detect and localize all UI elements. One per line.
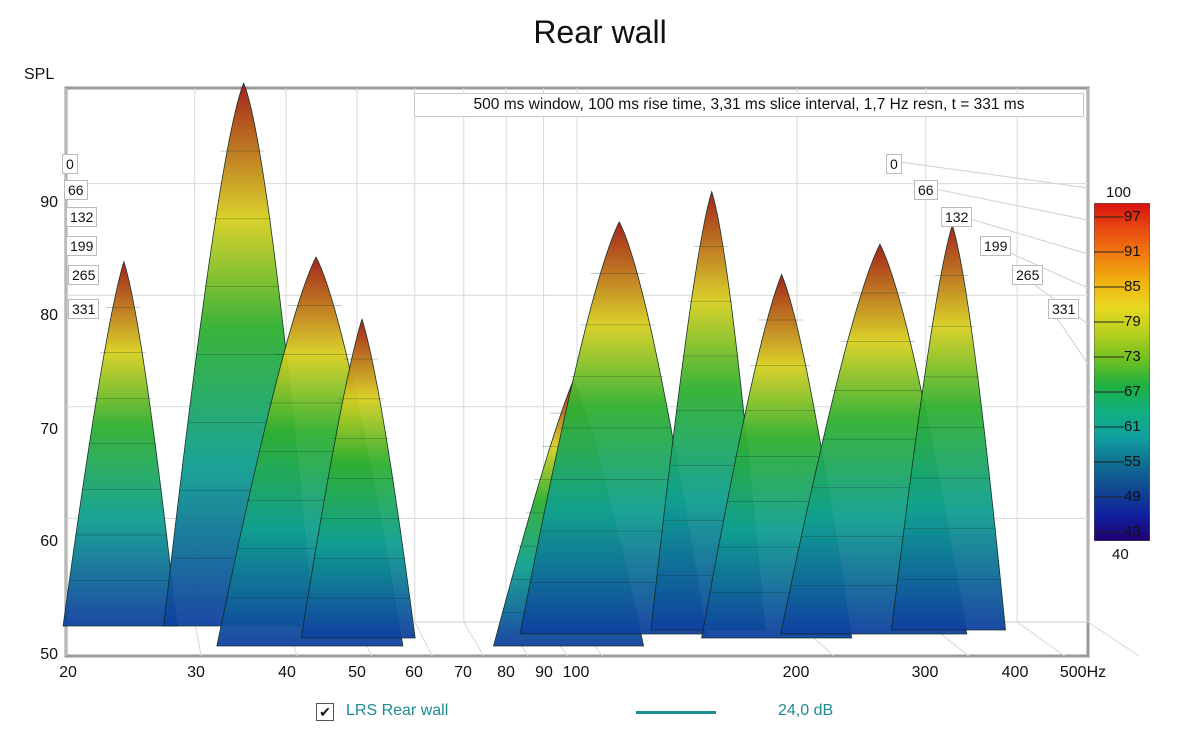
colorbar-label: 67 bbox=[1124, 383, 1141, 400]
x-tick-label: 60 bbox=[405, 664, 423, 681]
time-slice-label: 331 bbox=[68, 299, 100, 319]
colorbar-label: 100 bbox=[1106, 184, 1132, 201]
x-tick-label: 30 bbox=[187, 664, 205, 681]
x-tick-label: 40 bbox=[278, 664, 296, 681]
x-tick-label: 500Hz bbox=[1059, 664, 1107, 681]
y-axis-label: SPL bbox=[24, 66, 55, 83]
y-tick-label: 70 bbox=[40, 421, 58, 438]
time-slice-label: 132 bbox=[66, 207, 98, 227]
colorbar-label: 61 bbox=[1124, 418, 1141, 435]
colorbar-label: 55 bbox=[1124, 453, 1141, 470]
legend-line-swatch bbox=[636, 711, 716, 714]
x-tick-label: 80 bbox=[497, 664, 515, 681]
colorbar-label: 79 bbox=[1124, 313, 1141, 330]
x-tick-label: 300 bbox=[911, 664, 939, 681]
time-slice-label: 132 bbox=[941, 207, 973, 227]
y-tick-label: 80 bbox=[40, 307, 58, 324]
time-slice-label: 331 bbox=[1048, 299, 1080, 319]
time-slice-label: 265 bbox=[1012, 265, 1044, 285]
time-slice-label: 199 bbox=[66, 236, 98, 256]
info-text: 500 ms window, 100 ms rise time, 3,31 ms… bbox=[414, 93, 1084, 117]
legend-checkbox[interactable]: ✔ bbox=[316, 703, 334, 721]
colorbar-label: 40 bbox=[1112, 546, 1129, 563]
time-slice-label: 66 bbox=[64, 180, 88, 200]
colorbar-label: 49 bbox=[1124, 488, 1141, 505]
legend-series-name[interactable]: LRS Rear wall bbox=[346, 702, 449, 719]
colorbar-label: 97 bbox=[1124, 208, 1141, 225]
legend-value: 24,0 dB bbox=[778, 702, 834, 719]
time-slice-label: 265 bbox=[68, 265, 100, 285]
x-tick-label: 200 bbox=[782, 664, 810, 681]
colorbar bbox=[1094, 203, 1150, 541]
y-tick-label: 90 bbox=[40, 194, 58, 211]
x-tick-label: 20 bbox=[59, 664, 77, 681]
y-tick-label: 50 bbox=[40, 646, 58, 663]
colorbar-label: 85 bbox=[1124, 278, 1141, 295]
x-tick-label: 100 bbox=[562, 664, 590, 681]
time-slice-label: 199 bbox=[980, 236, 1012, 256]
time-slice-label: 0 bbox=[886, 154, 902, 174]
colorbar-label: 73 bbox=[1124, 348, 1141, 365]
y-tick-label: 60 bbox=[40, 533, 58, 550]
chart-title: Rear wall bbox=[533, 14, 667, 50]
x-tick-label: 90 bbox=[535, 664, 553, 681]
time-slice-label: 66 bbox=[914, 180, 938, 200]
colorbar-label: 91 bbox=[1124, 243, 1141, 260]
x-tick-label: 400 bbox=[1001, 664, 1029, 681]
time-slice-label: 0 bbox=[62, 154, 78, 174]
x-tick-label: 50 bbox=[348, 664, 366, 681]
x-tick-label: 70 bbox=[454, 664, 472, 681]
colorbar-label: 43 bbox=[1124, 523, 1141, 540]
